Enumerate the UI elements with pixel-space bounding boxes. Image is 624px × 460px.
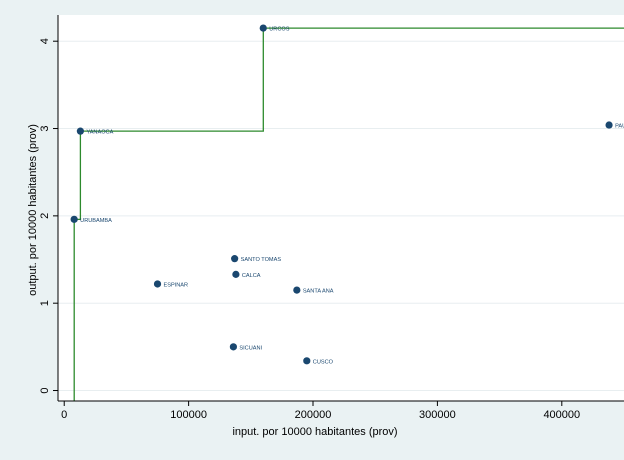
y-tick-label-1: 1 xyxy=(39,300,51,306)
data-point-9 xyxy=(303,357,311,365)
x-tick-label-2: 200000 xyxy=(295,409,332,421)
data-point-7 xyxy=(293,286,301,294)
data-point-5 xyxy=(232,270,240,278)
point-label-0: URUBAMBA xyxy=(80,218,112,224)
data-point-2 xyxy=(259,24,267,32)
point-label-4: SANTO TOMAS xyxy=(241,257,282,263)
point-label-7: SANTA ANA xyxy=(303,289,334,295)
grid-lines xyxy=(58,40,624,392)
x-tick-label-1: 100000 xyxy=(170,409,207,421)
point-label-5: CALCA xyxy=(242,273,261,279)
points-layer: URUBAMBA YANAOCA URCOS PAUCARTAMBO SANTO TOM… xyxy=(70,24,624,365)
data-point-8 xyxy=(229,343,237,351)
data-point-6 xyxy=(153,280,162,288)
data-point-0 xyxy=(70,215,78,223)
y-tick-label-2: 2 xyxy=(39,213,51,219)
point-label-3: PAUCARTAMBO xyxy=(615,124,624,130)
point-label-6: ESPINAR xyxy=(164,282,189,288)
data-point-4 xyxy=(231,255,239,263)
y-tick-label-4: 4 xyxy=(39,38,51,44)
point-label-2: URCOS xyxy=(269,27,289,33)
y-axis-title: output. por 10000 habitantes (prov) xyxy=(27,124,39,296)
point-label-9: CUSCO xyxy=(313,359,334,365)
x-tick-label-3: 300000 xyxy=(419,409,456,421)
y-tick-label-3: 3 xyxy=(39,125,51,131)
y-tick-label-0: 0 xyxy=(39,387,51,393)
plot-background xyxy=(58,15,624,401)
point-label-8: SICUANI xyxy=(239,345,262,351)
x-axis-title: input. por 10000 habitantes (prov) xyxy=(232,426,397,438)
point-label-1: YANAOCA xyxy=(86,130,113,136)
x-tick-label-4: 400000 xyxy=(543,409,580,421)
data-point-1 xyxy=(76,127,84,135)
data-point-3 xyxy=(605,121,613,129)
x-tick-label-0: 0 xyxy=(61,409,67,421)
axes: 0 1 2 3 4 0 100000 200000 300000 400000 xyxy=(39,15,624,421)
